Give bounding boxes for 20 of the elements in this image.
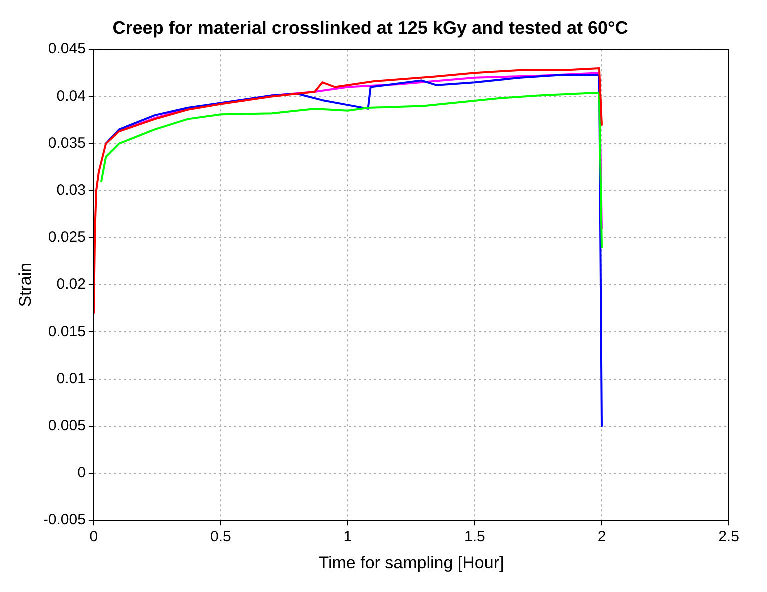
y-tick-label: 0.01 bbox=[56, 370, 86, 388]
y-tick-label: 0.04 bbox=[56, 88, 86, 105]
x-tick-label: 2.5 bbox=[718, 528, 740, 546]
x-tick-label: 1 bbox=[344, 528, 352, 546]
chart-title: Creep for material crosslinked at 125 kGy and tested at 60°C bbox=[112, 18, 628, 38]
y-tick-label: 0.045 bbox=[48, 40, 86, 58]
y-tick-label: 0.015 bbox=[48, 323, 86, 340]
y-axis-title: Strain bbox=[16, 262, 35, 308]
x-tick-label: 0.5 bbox=[210, 528, 232, 546]
y-tick-label: 0.02 bbox=[56, 276, 86, 294]
y-tick-label: 0.005 bbox=[48, 418, 86, 435]
y-tick-label: 0 bbox=[78, 464, 86, 482]
x-axis-title: Time for sampling [Hour] bbox=[318, 553, 504, 572]
y-tick-label: 0.025 bbox=[48, 229, 86, 246]
x-tick-label: 0 bbox=[90, 528, 98, 546]
x-tick-label: 1.5 bbox=[464, 528, 486, 546]
x-tick-label: 2 bbox=[598, 528, 606, 546]
y-tick-label: 0.035 bbox=[48, 134, 86, 152]
y-tick-label: 0.03 bbox=[56, 182, 86, 200]
y-tick-label: -0.005 bbox=[43, 512, 86, 529]
